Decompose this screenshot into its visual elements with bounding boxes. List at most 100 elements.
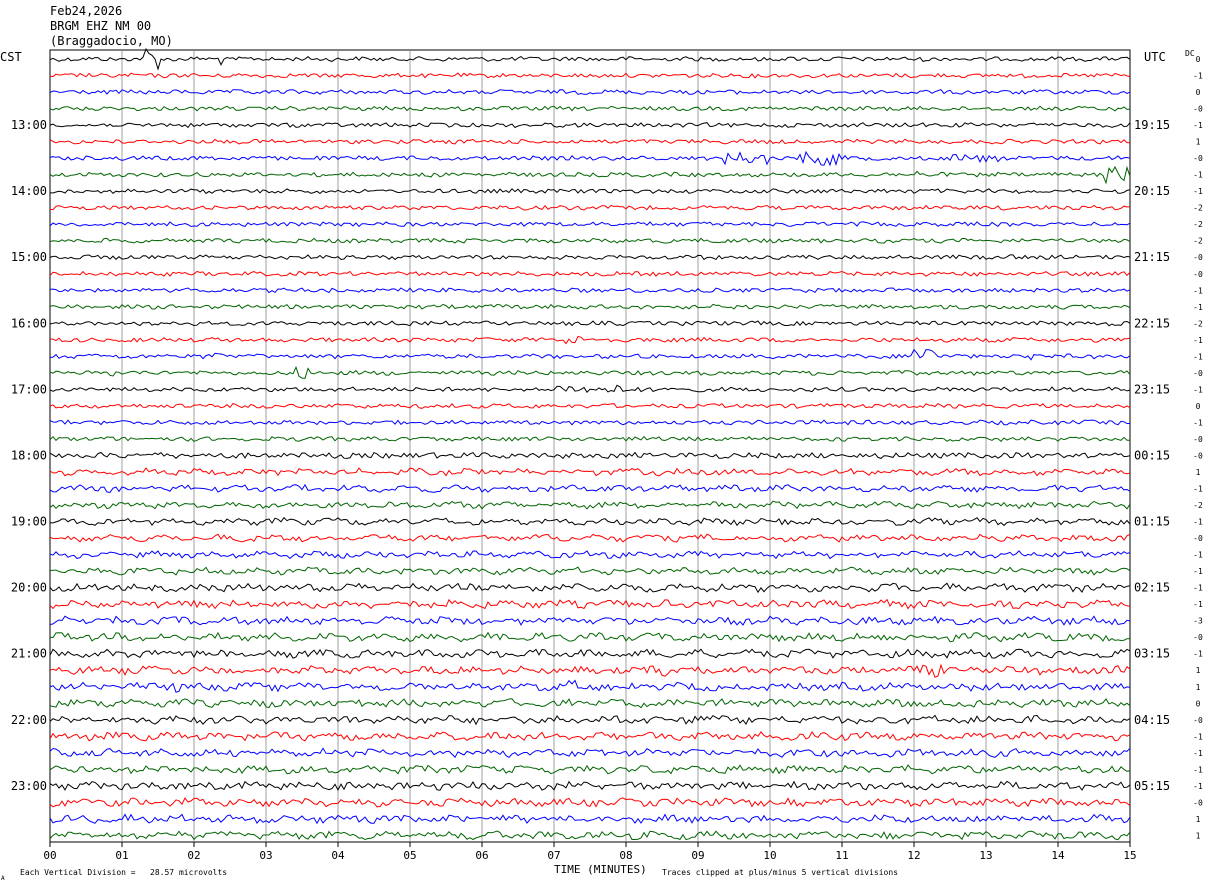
dc-offset-value: -1 <box>1193 303 1203 312</box>
seismic-trace <box>49 483 1131 493</box>
dc-offset-value: -1 <box>1193 171 1203 180</box>
seismic-trace <box>49 188 1131 195</box>
dc-offset-value: 1 <box>1196 815 1201 824</box>
cst-hour-label: 15:00 <box>11 250 47 264</box>
x-tick-label: 05 <box>403 849 416 862</box>
dc-offset-value: -0 <box>1193 716 1203 725</box>
dc-offset-value: -0 <box>1193 369 1203 378</box>
cst-hour-label: 18:00 <box>11 448 47 462</box>
utc-hour-label: 19:15 <box>1134 118 1170 132</box>
seismic-trace <box>49 419 1130 426</box>
dc-offset-value: -0 <box>1193 534 1203 543</box>
x-tick-label: 12 <box>907 849 920 862</box>
x-tick-label: 06 <box>475 849 488 862</box>
utc-hour-label: 21:15 <box>1134 250 1170 264</box>
utc-hour-label: 23:15 <box>1134 382 1170 396</box>
dc-offset-value: -0 <box>1193 270 1203 279</box>
dc-offset-value: -1 <box>1193 187 1203 196</box>
seismic-trace <box>49 500 1131 510</box>
seismic-trace <box>49 402 1131 409</box>
dc-offset-value: -1 <box>1193 567 1203 576</box>
plot-frame <box>49 49 1131 843</box>
seismic-trace <box>49 631 1130 643</box>
x-tick-label: 03 <box>259 849 272 862</box>
seismic-trace <box>49 598 1131 610</box>
dc-offset-value: -1 <box>1193 518 1203 527</box>
dc-offset-value: -0 <box>1193 435 1203 444</box>
utc-hour-label: 02:15 <box>1134 581 1170 595</box>
dc-offset-value: -1 <box>1193 286 1203 295</box>
scale-note: Each Vertical Division = 28.57 microvolt… <box>20 868 228 877</box>
dc-offset-value: -1 <box>1193 732 1203 741</box>
dc-offset-value: -2 <box>1193 220 1203 229</box>
seismic-trace <box>49 122 1131 129</box>
seismic-trace <box>49 435 1130 442</box>
dc-offset-value: -1 <box>1193 352 1203 361</box>
utc-hour-label: 01:15 <box>1134 515 1170 529</box>
seismic-trace <box>49 679 1131 693</box>
x-axis-title: TIME (MINUTES) <box>554 863 647 876</box>
utc-hour-label: 00:15 <box>1134 448 1170 462</box>
utc-axis-title: UTC <box>1144 50 1166 64</box>
seismic-trace <box>49 467 1131 477</box>
seismic-trace <box>49 533 1131 543</box>
dc-offset-value: -1 <box>1193 72 1203 81</box>
dc-offset-value: -1 <box>1193 485 1203 494</box>
x-tick-label: 04 <box>331 849 345 862</box>
seismic-trace <box>49 365 1131 379</box>
dc-offset-value: -1 <box>1193 551 1203 560</box>
seismic-trace <box>49 663 1131 678</box>
dc-offset-value: -0 <box>1193 798 1203 807</box>
dc-offset-value: -0 <box>1193 154 1203 163</box>
seismic-trace <box>49 550 1131 560</box>
seismic-trace <box>49 730 1131 742</box>
cst-hour-label: 19:00 <box>11 515 47 529</box>
seismic-trace <box>49 714 1131 726</box>
dc-offset-value: -2 <box>1193 501 1203 510</box>
cst-hour-label: 23:00 <box>11 779 47 793</box>
seismic-trace <box>49 138 1131 145</box>
cst-hour-label: 22:00 <box>11 713 47 727</box>
utc-hour-label: 20:15 <box>1134 184 1170 198</box>
seismic-trace <box>49 797 1131 808</box>
seismic-trace <box>49 780 1131 792</box>
seismic-trace <box>49 384 1131 393</box>
seismic-trace <box>49 516 1131 527</box>
seismic-trace <box>49 698 1131 709</box>
x-tick-label: 01 <box>115 849 128 862</box>
x-tick-label: 00 <box>43 849 56 862</box>
seismic-trace <box>49 582 1131 594</box>
dc-offset-value: -1 <box>1193 418 1203 427</box>
dc-offset-title: DC <box>1185 49 1195 58</box>
dc-offset-value: -0 <box>1193 633 1203 642</box>
seismic-trace <box>49 165 1131 185</box>
x-tick-label: 08 <box>619 849 632 862</box>
seismic-trace <box>49 221 1131 228</box>
dc-offset-value: -2 <box>1193 319 1203 328</box>
corner-mark: A <box>1 875 5 882</box>
seismic-trace <box>49 813 1131 825</box>
utc-hour-label: 05:15 <box>1134 779 1170 793</box>
record-date: Feb24,2026 <box>50 4 123 18</box>
x-tick-label: 14 <box>1051 849 1065 862</box>
cst-hour-label: 17:00 <box>11 382 47 396</box>
dc-offset-value: 1 <box>1196 666 1201 675</box>
x-tick-label: 09 <box>691 849 704 862</box>
dc-offset-value: -0 <box>1193 253 1203 262</box>
dc-offset-value: -2 <box>1193 237 1203 246</box>
x-tick-label: 02 <box>187 849 200 862</box>
station-code: BRGM EHZ NM 00 <box>50 19 152 33</box>
dc-offset-value: 1 <box>1196 831 1201 840</box>
seismic-trace <box>49 204 1131 211</box>
cst-hour-label: 21:00 <box>11 647 47 661</box>
dc-offset-value: -2 <box>1193 204 1203 213</box>
dc-offset-value: -1 <box>1193 336 1203 345</box>
dc-offset-value: -1 <box>1193 385 1203 394</box>
clip-note: Traces clipped at plus/minus 5 vertical … <box>662 868 899 877</box>
cst-axis-title: CST <box>0 50 22 64</box>
dc-offset-value: -1 <box>1193 765 1203 774</box>
seismic-trace <box>49 764 1131 775</box>
x-tick-label: 11 <box>835 849 848 862</box>
dc-offset-value: 0 <box>1196 88 1201 97</box>
